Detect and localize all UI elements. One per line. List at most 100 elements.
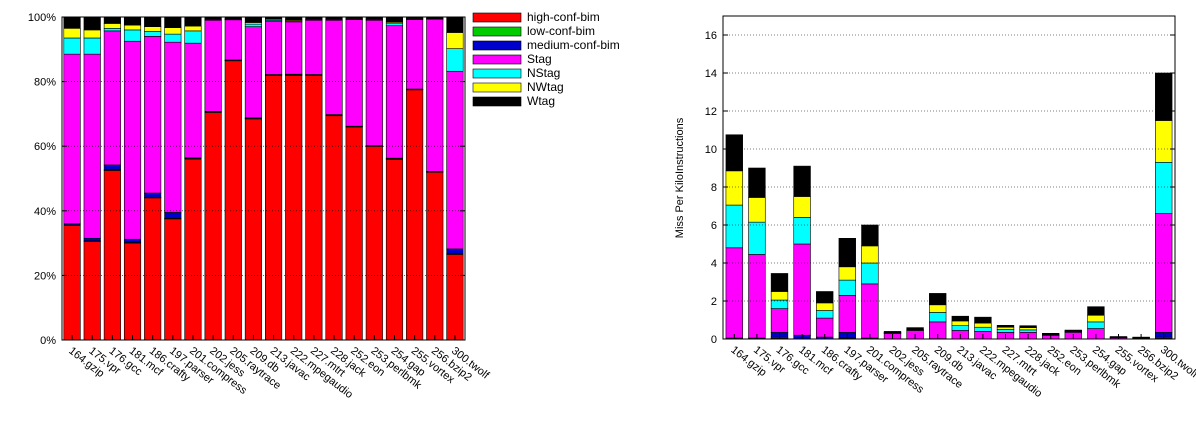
chart-mpki-y-ticks: 0 2 4 6 8 10 12 14 16	[705, 30, 1175, 346]
plot-frame-composition	[61, 16, 466, 341]
bar-composition-186-crafty-wtag	[144, 16, 162, 27]
bar-mpki-176-gcc-stag	[770, 308, 789, 333]
bar-composition-186-crafty-high-conf-bim	[144, 197, 162, 341]
bar-composition-222-mpegaudio-high-conf-bim	[285, 74, 303, 341]
y-tick-label-mpki: 0	[711, 334, 717, 346]
bar-composition-186-crafty-medium-conf-bim	[144, 192, 162, 198]
legend-label-stag: Stag	[527, 52, 552, 66]
bar-mpki-205-raytrace-wtag	[906, 327, 924, 330]
plot-frame-mpki	[722, 15, 1176, 340]
legend-swatch-nstag	[472, 68, 522, 79]
chart-composition: 0% 20% 40% 60% 80% 100% 164.gzip175.vpr176.gc…	[28, 10, 620, 401]
y-tick-label-mpki: 14	[705, 68, 717, 80]
legend-swatch-wtag	[472, 96, 522, 107]
bar-mpki-222-mpegaudio-nwtag	[974, 322, 992, 328]
y-tick-label-mpki: 8	[711, 182, 717, 194]
bar-mpki-227-mtrt-nstag	[996, 329, 1015, 333]
bar-mpki-197-parser-wtag	[838, 238, 856, 268]
bar-composition-176-gcc-nstag	[103, 28, 121, 32]
bar-composition-256-bzip2-stag	[426, 18, 444, 172]
y-tick-label-mpki: 10	[705, 144, 717, 156]
y-tick-label-composition: 80%	[34, 77, 56, 89]
bar-composition-253-perlbmk-high-conf-bim	[365, 145, 383, 341]
bar-mpki-164-gzip-stag	[725, 247, 743, 339]
bar-mpki-202-jess-wtag	[883, 331, 902, 333]
bar-mpki-186-crafty-nwtag	[816, 302, 834, 311]
legend-label-nstag: NStag	[527, 66, 560, 80]
bar-mpki-254-gap-wtag	[1087, 306, 1105, 316]
bar-composition-176-gcc-nwtag	[103, 23, 121, 29]
bar-composition-176-gcc-stag	[103, 30, 121, 166]
bar-composition-252-eon-stag	[345, 19, 363, 127]
bar-composition-213-javac-high-conf-bim	[265, 74, 283, 341]
bar-mpki-228-jack-nstag	[1019, 329, 1037, 333]
y-tick-label-mpki: 2	[711, 296, 717, 308]
bar-composition-254-gap-stag	[385, 25, 404, 159]
bar-mpki-175-vpr-nstag	[748, 221, 766, 255]
bar-mpki-175-vpr-nwtag	[748, 197, 766, 223]
bar-composition-201-compress-nwtag	[184, 25, 202, 32]
bar-mpki-209-db-nstag	[929, 312, 947, 323]
bar-composition-205-raytrace-stag	[224, 19, 242, 61]
bar-composition-175-vpr-nstag	[83, 37, 101, 55]
bar-composition-164-gzip-high-conf-bim	[63, 225, 81, 341]
chart-mpki-bars	[725, 72, 1173, 340]
chart-mpki: 0 2 4 6 8 10 12 14 16 164.gzip175.vpr176.gcc181.…	[674, 15, 1196, 400]
bar-composition-197-parser-medium-conf-bim	[164, 212, 182, 219]
y-tick-label-mpki: 12	[705, 106, 717, 118]
bar-composition-181-mcf-stag	[123, 40, 142, 240]
bar-composition-255-vortex-stag	[406, 19, 424, 90]
bar-mpki-164-gzip-wtag	[725, 134, 743, 172]
bar-mpki-300-twolf-wtag	[1155, 72, 1173, 121]
bar-composition-253-perlbmk-stag	[365, 19, 383, 146]
bar-mpki-201-compress-nwtag	[861, 245, 879, 264]
legend-label-low-conf-bim: low-conf-bim	[527, 24, 595, 38]
bar-composition-176-gcc-medium-conf-bim	[103, 164, 121, 171]
bar-mpki-209-db-wtag	[929, 293, 947, 306]
y-tick-label-mpki: 4	[711, 258, 717, 270]
bar-composition-227-mtrt-high-conf-bim	[305, 74, 323, 341]
legend-swatch-nwtag	[472, 82, 522, 93]
bar-mpki-213-javac-nstag	[951, 325, 969, 331]
bar-mpki-254-gap-nstag	[1087, 321, 1105, 329]
bar-mpki-209-db-nwtag	[929, 304, 947, 313]
bar-composition-186-crafty-stag	[144, 36, 162, 194]
bar-composition-227-mtrt-stag	[305, 19, 323, 75]
bar-composition-201-compress-wtag	[184, 16, 202, 27]
bar-composition-209-db-wtag	[244, 16, 262, 23]
bar-composition-186-crafty-nstag	[144, 31, 162, 37]
bar-composition-205-raytrace-high-conf-bim	[224, 60, 242, 341]
chart-mpki-frame	[722, 15, 1176, 340]
bar-mpki-300-twolf-nwtag	[1155, 120, 1173, 163]
bar-mpki-181-mcf-nwtag	[793, 196, 811, 218]
bar-composition-197-parser-stag	[164, 41, 182, 213]
bar-composition-202-jess-stag	[204, 19, 222, 112]
bar-composition-256-bzip2-high-conf-bim	[426, 171, 444, 341]
bar-composition-209-db-nstag	[244, 23, 262, 27]
bar-composition-228-jack-stag	[325, 19, 343, 115]
bar-composition-176-gcc-wtag	[103, 16, 121, 24]
bar-composition-222-mpegaudio-stag	[285, 21, 303, 75]
bar-mpki-201-compress-nstag	[861, 262, 879, 285]
bar-mpki-300-twolf-nstag	[1155, 162, 1173, 214]
bar-composition-254-gap-nstag	[385, 22, 404, 27]
bar-mpki-181-mcf-nstag	[793, 217, 811, 245]
bar-composition-228-jack-high-conf-bim	[325, 115, 343, 341]
bar-mpki-201-compress-wtag	[861, 224, 879, 247]
bar-composition-201-compress-stag	[184, 42, 202, 159]
y-tick-label-mpki: 6	[711, 220, 717, 232]
bar-composition-300-twolf-nstag	[446, 48, 464, 72]
bar-composition-197-parser-high-conf-bim	[164, 218, 182, 341]
bar-composition-181-mcf-nwtag	[123, 24, 142, 31]
bar-composition-209-db-stag	[244, 26, 262, 119]
legend-swatch-low-conf-bim	[472, 26, 522, 37]
bar-mpki-181-mcf-stag	[793, 243, 811, 336]
y-tick-label-composition: 20%	[34, 270, 56, 282]
bar-composition-213-javac-stag	[265, 20, 283, 75]
bar-composition-254-gap-wtag	[385, 16, 404, 23]
bar-composition-175-vpr-medium-conf-bim	[83, 237, 101, 242]
bar-composition-255-vortex-high-conf-bim	[406, 89, 424, 341]
y-tick-label-composition: 60%	[34, 141, 56, 153]
bar-composition-181-mcf-medium-conf-bim	[123, 238, 142, 243]
